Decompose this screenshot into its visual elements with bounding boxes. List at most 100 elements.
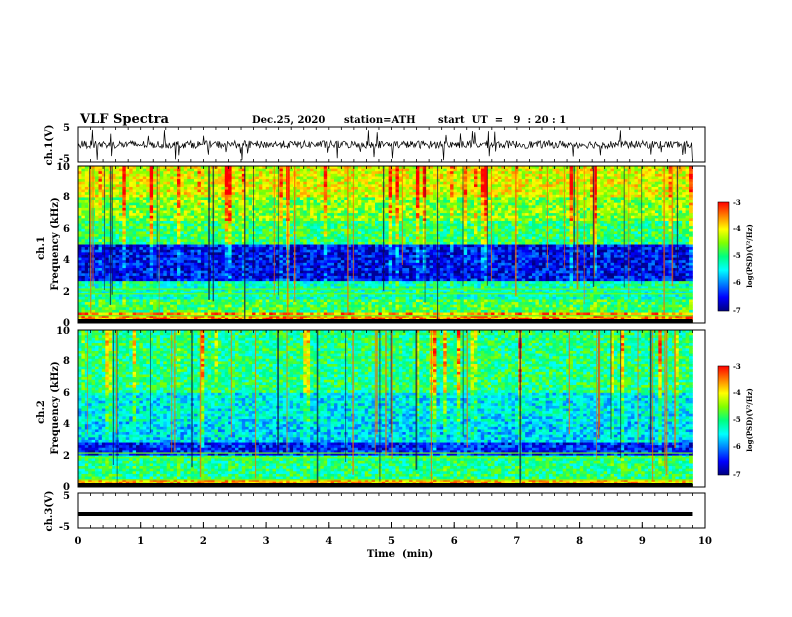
spectrogram-cell: [95, 307, 99, 310]
spectrogram-cell: [337, 197, 341, 200]
spectrogram-cell: [133, 195, 137, 198]
spectrogram-cell: [129, 299, 133, 302]
spectrogram-cell: [187, 190, 191, 193]
spectrogram-cell: [221, 210, 225, 213]
spectrogram-cell: [180, 276, 184, 279]
spectrogram-cell: [194, 237, 198, 240]
spectrogram-cell: [232, 302, 236, 305]
spectrogram-cell: [197, 195, 201, 198]
spectrogram-cell: [133, 205, 137, 208]
spectrogram-cell: [221, 299, 225, 302]
spectrogram-cell: [201, 190, 205, 193]
spectrogram-cell: [245, 197, 249, 200]
spectrogram-cell: [324, 273, 328, 276]
spectrogram-cell: [361, 182, 365, 185]
spectrogram-cell: [249, 200, 253, 203]
spectrogram-cell: [95, 169, 99, 172]
spectrogram-cell: [334, 208, 338, 211]
spectrogram-cell: [194, 210, 198, 213]
spectrogram-cell: [327, 299, 331, 302]
spectrogram-cell: [351, 305, 355, 308]
spectrogram-cell: [300, 224, 304, 227]
spectrogram-cell: [331, 216, 335, 219]
spectrogram-cell: [102, 192, 106, 195]
spectrogram-cell: [314, 195, 318, 198]
spectrogram-cell: [296, 195, 300, 198]
spectrogram-cell: [337, 216, 341, 219]
spectrogram-cell: [307, 174, 311, 177]
spectrogram-cell: [180, 187, 184, 190]
spectrogram-cell: [85, 226, 89, 229]
spectrogram-cell: [78, 268, 82, 271]
spectrogram-cell: [160, 208, 164, 211]
spectrogram-cell: [201, 176, 205, 179]
spectrogram-cell: [324, 284, 328, 287]
spectrogram-cell: [167, 169, 171, 172]
spectrogram-cell: [163, 242, 167, 245]
spectrogram-cell: [283, 276, 287, 279]
spectrogram-cell: [334, 205, 338, 208]
spectrogram-cell: [204, 310, 208, 313]
spectrogram-cell: [228, 313, 232, 316]
spectrogram-cell: [81, 260, 85, 263]
spectrogram-cell: [232, 310, 236, 313]
spectrogram-cell: [129, 297, 133, 300]
spectrogram-cell: [109, 310, 113, 313]
spectrogram-cell: [139, 195, 143, 198]
spectrogram-cell: [102, 245, 106, 248]
spectrogram-cell: [153, 213, 157, 216]
spectrogram-cell: [355, 245, 359, 248]
spectrogram-cell: [300, 234, 304, 237]
spectrogram-cell: [358, 210, 362, 213]
spectrogram-cell: [266, 182, 270, 185]
spectrogram-cell: [307, 268, 311, 271]
spectrogram-cell: [355, 310, 359, 313]
spectrogram-cell: [98, 200, 102, 203]
spectrogram-cell: [232, 208, 236, 211]
spectrogram-cell: [146, 216, 150, 219]
spectrogram-cell: [276, 184, 280, 187]
spectrogram-cell: [126, 247, 130, 250]
spectrogram-cell: [116, 229, 120, 232]
spectrogram-cell: [307, 210, 311, 213]
spectrogram-cell: [146, 192, 150, 195]
spectrogram-cell: [119, 190, 123, 193]
spectrogram-cell: [139, 176, 143, 179]
spectrogram-cell: [303, 210, 307, 213]
spectrogram-cell: [170, 179, 174, 182]
spectrogram-cell: [163, 310, 167, 313]
spectrogram-cell: [324, 268, 328, 271]
spectrogram-cell: [133, 307, 137, 310]
spectrogram-cell: [249, 224, 253, 227]
spectrogram-cell: [221, 271, 225, 274]
spectrogram-cell: [245, 279, 249, 282]
spectrogram-cell: [310, 226, 314, 229]
spectrogram-cell: [174, 305, 178, 308]
spectrogram-cell: [256, 281, 260, 284]
spectrogram-cell: [160, 281, 164, 284]
spectrogram-cell: [283, 265, 287, 268]
spectrogram-cell: [146, 294, 150, 297]
spectrogram-cell: [249, 174, 253, 177]
spectrogram-cell: [324, 195, 328, 198]
spectrogram-cell: [296, 179, 300, 182]
spectrogram-cell: [283, 245, 287, 248]
spectrogram-cell: [252, 229, 256, 232]
spectrogram-cell: [187, 263, 191, 266]
spectrogram-cell: [133, 208, 137, 211]
spectrogram-cell: [310, 176, 314, 179]
spectrogram-cell: [126, 179, 130, 182]
spectrogram-cell: [95, 234, 99, 237]
spectrogram-cell: [296, 174, 300, 177]
spectrogram-cell: [215, 205, 219, 208]
spectrogram-cell: [259, 231, 263, 234]
spectrogram-cell: [102, 169, 106, 172]
spectrogram-cell: [252, 273, 256, 276]
spectrogram-cell: [133, 305, 137, 308]
spectrogram-cell: [296, 184, 300, 187]
spectrogram-cell: [98, 187, 102, 190]
spectrogram-cell: [334, 187, 338, 190]
spectrogram-cell: [174, 297, 178, 300]
spectrogram-cell: [324, 234, 328, 237]
spectrogram-cell: [116, 281, 120, 284]
